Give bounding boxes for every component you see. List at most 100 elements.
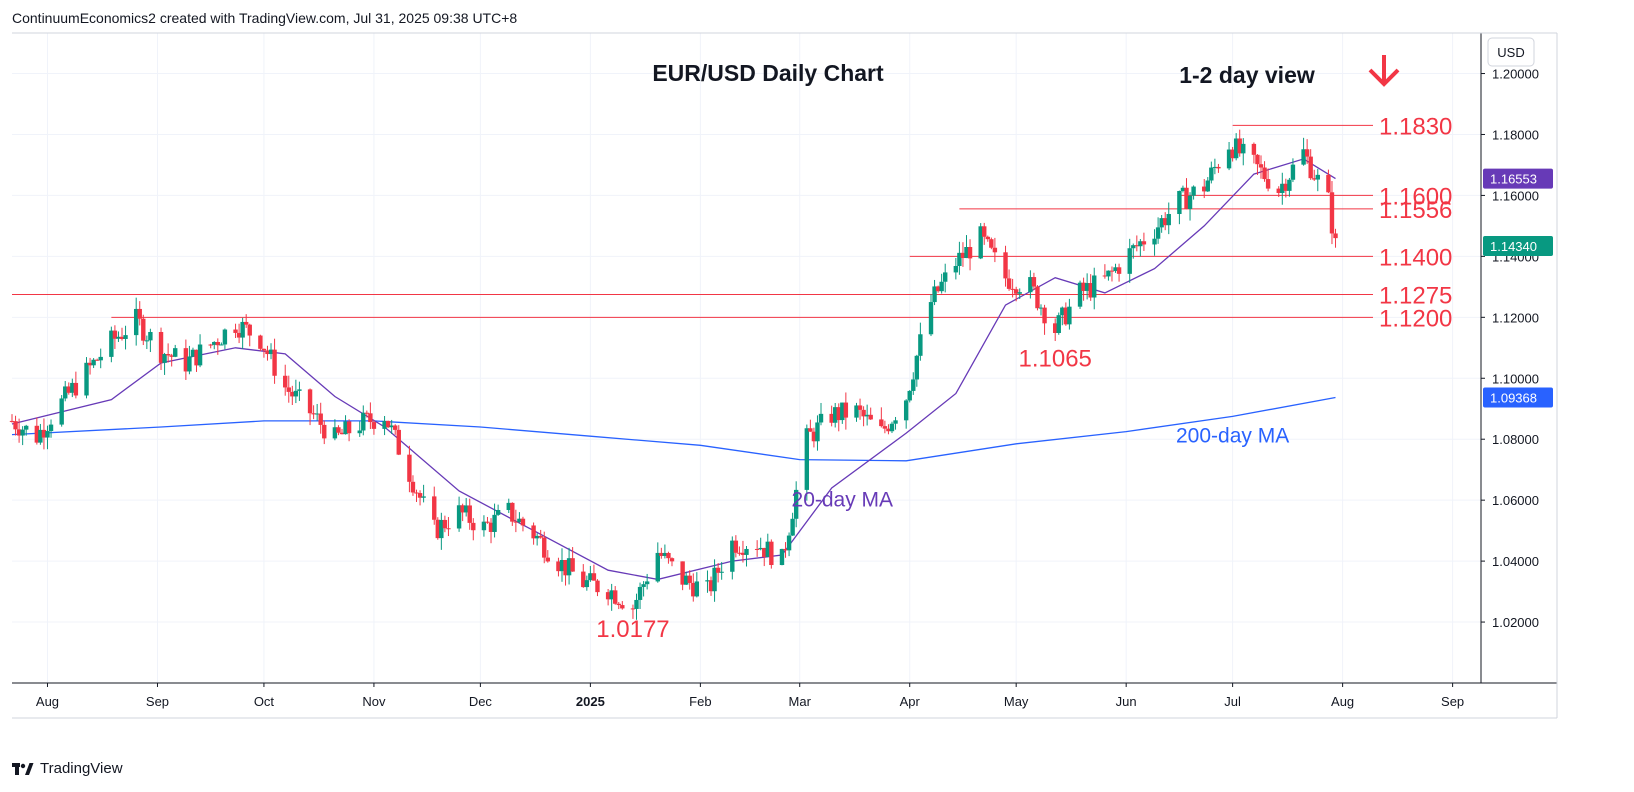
candle-body — [542, 537, 547, 558]
candle — [1315, 168, 1320, 192]
candle-body — [1255, 154, 1260, 165]
candle — [762, 547, 767, 567]
candle — [165, 343, 171, 363]
candle — [1155, 217, 1161, 244]
level-label: 1.1275 — [1379, 282, 1452, 309]
candle — [1255, 154, 1260, 175]
chart-annotation: 20-day MA — [792, 489, 894, 512]
candle-body — [368, 413, 373, 423]
candle — [1081, 277, 1086, 301]
candle — [311, 405, 316, 420]
candle-body — [432, 496, 437, 520]
candle-body — [346, 421, 352, 434]
candle — [712, 559, 717, 602]
candle-body — [758, 547, 763, 550]
candle-body — [591, 573, 597, 581]
candle-body — [467, 505, 472, 523]
candle — [708, 576, 714, 596]
candle — [212, 341, 217, 350]
candle-body — [534, 535, 540, 539]
candle-body — [1212, 166, 1218, 168]
chart-title: EUR/USD Daily Chart — [652, 60, 884, 86]
candle — [1010, 278, 1015, 298]
candle — [1109, 266, 1115, 282]
candle — [967, 239, 973, 271]
candle-body — [495, 510, 501, 515]
candle-body — [194, 349, 199, 366]
candle-body — [158, 331, 164, 363]
candle-body — [385, 420, 391, 428]
candle-body — [417, 493, 423, 498]
candle — [1053, 318, 1058, 342]
candle-body — [414, 492, 419, 494]
candle — [733, 535, 739, 558]
candle-body — [705, 580, 710, 582]
candle-body — [137, 308, 142, 319]
candle — [758, 537, 763, 551]
candle-body — [1102, 275, 1108, 277]
candle-body — [1276, 188, 1281, 193]
candle — [1163, 212, 1168, 231]
candle-body — [609, 590, 614, 600]
candle — [265, 345, 270, 361]
candle — [861, 406, 866, 427]
candle-body — [297, 389, 302, 391]
candle — [70, 378, 75, 398]
candle-body — [943, 272, 948, 282]
candle-body — [1216, 166, 1221, 169]
candle — [23, 424, 29, 436]
candle-body — [769, 541, 774, 566]
candle — [1230, 146, 1235, 162]
candle-body — [1134, 245, 1140, 247]
price-tag-label: 1.16553 — [1490, 172, 1537, 187]
candle-body — [1028, 277, 1033, 293]
candle-body — [94, 359, 100, 361]
candle-body — [1251, 143, 1257, 155]
price-tag-label: 1.14340 — [1490, 239, 1537, 254]
candle-body — [1326, 174, 1331, 193]
candle — [13, 415, 18, 436]
candle — [1180, 185, 1186, 193]
candle — [1038, 304, 1044, 316]
candle — [421, 484, 426, 503]
candle — [414, 489, 419, 502]
candle-body — [322, 424, 327, 439]
candle — [634, 593, 639, 620]
candle-body — [144, 340, 150, 342]
candle-body — [982, 226, 987, 237]
candle — [485, 516, 490, 524]
candle — [336, 425, 341, 436]
price-tag-label: 1.09368 — [1490, 391, 1537, 406]
y-tick-label: 1.08000 — [1492, 432, 1539, 447]
candle-body — [581, 571, 586, 588]
candle-body — [992, 247, 998, 253]
candle-body — [307, 389, 313, 414]
candle-body — [953, 266, 959, 273]
candle-body — [20, 429, 25, 436]
candle — [740, 540, 746, 563]
candle-body — [1329, 192, 1335, 234]
candle — [133, 297, 139, 346]
candle — [811, 427, 817, 448]
candles — [9, 129, 1338, 620]
candle — [261, 348, 267, 358]
candle — [542, 531, 547, 564]
candle — [559, 548, 565, 582]
candle — [183, 339, 189, 380]
candle-body — [1131, 245, 1136, 249]
candle — [754, 540, 760, 557]
candle-body — [520, 518, 526, 526]
candle — [332, 419, 338, 441]
candle-body — [45, 431, 50, 438]
x-tick-label: Oct — [254, 694, 275, 709]
candle — [162, 352, 167, 375]
candle — [843, 392, 849, 430]
candle-body — [1056, 315, 1061, 334]
candle — [137, 301, 142, 326]
candle-body — [382, 420, 387, 429]
candle — [268, 343, 274, 360]
candle-body — [1152, 238, 1157, 245]
candle-body — [662, 552, 668, 556]
candle-body — [1013, 289, 1019, 294]
